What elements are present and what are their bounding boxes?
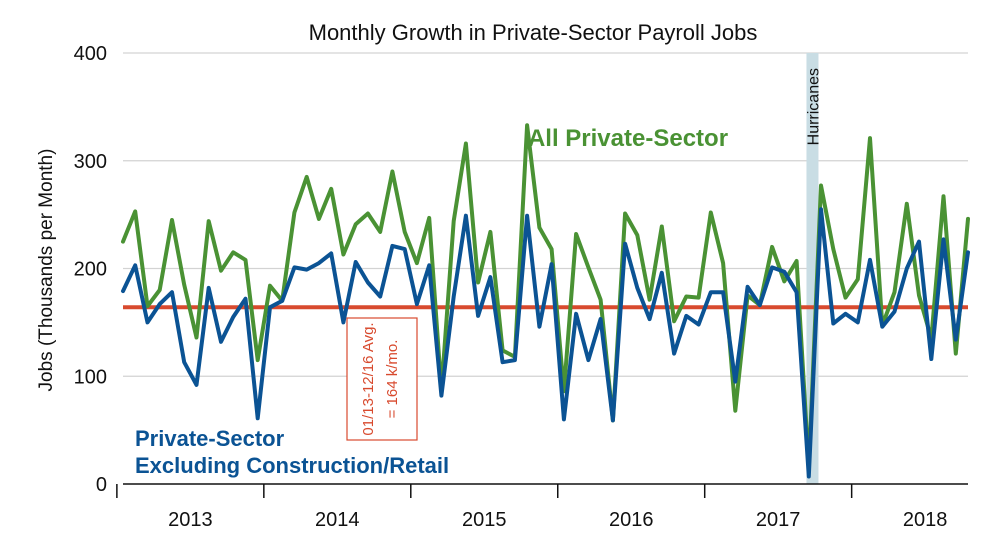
- excl-construction-retail-label-line2: Excluding Construction/Retail: [135, 453, 449, 478]
- y-axis-ticks: 0 100 200 300 400: [74, 43, 107, 496]
- hurricanes-shading: [806, 53, 819, 484]
- series-lines: [121, 123, 970, 479]
- average-label-line-2: = 164 k/mo.: [384, 340, 401, 419]
- chart-title: Monthly Growth in Private-Sector Payroll…: [309, 20, 758, 45]
- y-tick-label-400: 400: [74, 43, 107, 65]
- excl-construction-retail-line: [121, 207, 970, 479]
- all-private-sector-label: All Private-Sector: [528, 125, 728, 152]
- excl-construction-retail-label-line1: Private-Sector: [135, 426, 285, 451]
- y-tick-label-200: 200: [74, 259, 107, 281]
- hurricanes-label: Hurricanes: [805, 68, 822, 145]
- x-tick-label-2018: 2018: [903, 509, 948, 531]
- x-tick-label-2017: 2017: [756, 509, 801, 531]
- y-tick-label-0: 0: [96, 474, 107, 496]
- y-tick-label-300: 300: [74, 151, 107, 173]
- x-tick-label-2016: 2016: [609, 509, 654, 531]
- x-tick-label-2013: 2013: [168, 509, 213, 531]
- x-tick-label-2014: 2014: [315, 509, 360, 531]
- average-label-box: [346, 317, 418, 441]
- all-private-sector-line: [121, 123, 970, 470]
- x-tick-label-2015: 2015: [462, 509, 507, 531]
- average-label-line-1: 01/13-12/16 Avg.: [360, 322, 377, 435]
- x-axis: 2013 2014 2015 2016 2017 2018: [116, 483, 968, 531]
- y-tick-label-100: 100: [74, 366, 107, 388]
- annotations: All Private-Sector Private-Sector Exclud…: [135, 125, 728, 478]
- y-axis-label: Jobs (Thousands per Month): [36, 149, 57, 392]
- hurricanes-band: Hurricanes: [805, 53, 822, 484]
